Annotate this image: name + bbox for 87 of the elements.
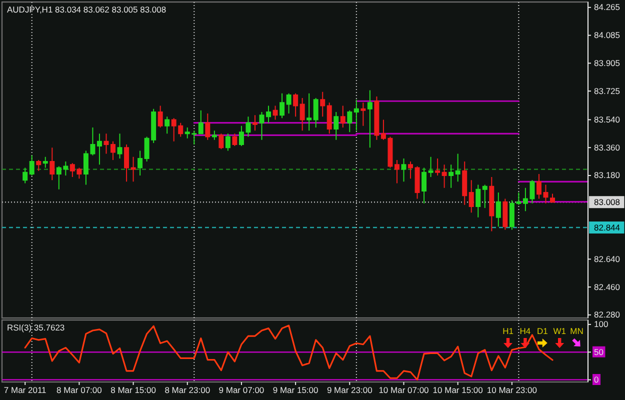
ref-line-label: 82.844 [594, 222, 620, 233]
y-tick-label: 83.725 [594, 86, 620, 96]
candlestick [502, 198, 508, 230]
candlestick [198, 110, 204, 134]
candlestick [110, 140, 116, 160]
candlestick [320, 91, 326, 118]
candlestick [428, 156, 434, 178]
candlestick [401, 158, 406, 182]
candlestick [482, 184, 488, 209]
candlestick [422, 167, 427, 204]
y-tick-label: 50 [594, 346, 604, 357]
candlestick [496, 192, 501, 228]
candlestick [272, 105, 278, 120]
y-tick-label: 83.540 [594, 114, 620, 124]
x-tick-label: 8 Mar 15:00 [110, 385, 156, 396]
candlestick [22, 167, 28, 184]
candlestick [455, 153, 460, 182]
candlestick [435, 158, 440, 176]
candlestick [354, 99, 359, 132]
candlestick [164, 116, 170, 134]
y-tick-label: 84.265 [594, 2, 620, 12]
candlestick [394, 160, 400, 184]
x-tick-label: 9 Mar 07:00 [218, 385, 264, 396]
candlestick [29, 154, 34, 176]
y-tick-label: 83.180 [594, 170, 620, 180]
candlestick [205, 113, 210, 140]
candlestick [374, 96, 380, 140]
chart-title: RSI(3) 35.7623 [7, 322, 65, 332]
candlestick [360, 102, 366, 126]
x-tick-label: 7 Mar 2011 [4, 385, 47, 396]
x-tick-label: 10 Mar 07:00 [378, 385, 430, 396]
x-tick-label: 10 Mar 23:00 [486, 385, 538, 396]
x-tick-label: 8 Mar 23:00 [164, 385, 210, 396]
candlestick [286, 92, 292, 114]
candlestick [280, 92, 285, 119]
candlestick [232, 133, 238, 147]
y-tick-label: 100 [594, 319, 608, 330]
candlestick [104, 133, 109, 154]
candlestick [326, 102, 332, 134]
candlestick [550, 193, 555, 204]
candlestick [476, 184, 481, 218]
candlestick [124, 144, 130, 182]
candlestick [252, 114, 258, 132]
y-tick-label: 82.280 [594, 310, 620, 320]
candlestick [218, 133, 224, 150]
x-tick-label: 10 Mar 15:00 [432, 385, 484, 396]
candlestick [212, 130, 217, 140]
ref-line-label: 83.008 [594, 197, 620, 208]
candlestick [448, 164, 454, 188]
annotation: H4 [520, 326, 531, 336]
candlestick [468, 180, 474, 214]
candlestick [158, 105, 163, 128]
candlestick [300, 98, 305, 132]
candlestick [414, 166, 420, 200]
candlestick [334, 111, 339, 140]
candlestick [50, 147, 55, 181]
y-tick-label: 0 [594, 374, 599, 385]
candlestick [462, 161, 468, 206]
x-tick-label: 9 Mar 15:00 [272, 385, 319, 396]
y-tick-label: 83.360 [594, 142, 620, 152]
candlestick [442, 164, 447, 188]
candlestick [42, 156, 48, 168]
candlestick [293, 92, 298, 118]
candlestick [36, 160, 42, 172]
x-tick-label: 9 Mar 23:00 [326, 385, 373, 396]
annotation: W1 [553, 326, 566, 336]
candlestick [408, 161, 414, 180]
candlestick [130, 156, 136, 182]
candlestick [489, 176, 494, 232]
annotation: MN [570, 326, 584, 336]
candlestick [367, 90, 372, 148]
y-tick-label: 82.640 [594, 254, 620, 264]
y-tick-label: 84.085 [594, 30, 620, 40]
annotation: D1 [536, 326, 548, 336]
candlestick [347, 110, 352, 133]
candlestick [225, 133, 230, 152]
candlestick [96, 133, 102, 166]
y-tick-label: 82.460 [594, 282, 620, 292]
x-tick-label: 8 Mar 07:00 [56, 385, 102, 396]
chart-title: AUDJPY,H1 83.034 83.062 83.005 83.008 [7, 4, 166, 14]
candlestick [117, 133, 122, 159]
candlestick [340, 105, 346, 128]
candlestick [138, 150, 143, 176]
y-tick-label: 83.905 [594, 58, 620, 68]
candlestick [313, 98, 318, 128]
annotation: H1 [502, 326, 514, 336]
candlestick [306, 92, 312, 132]
